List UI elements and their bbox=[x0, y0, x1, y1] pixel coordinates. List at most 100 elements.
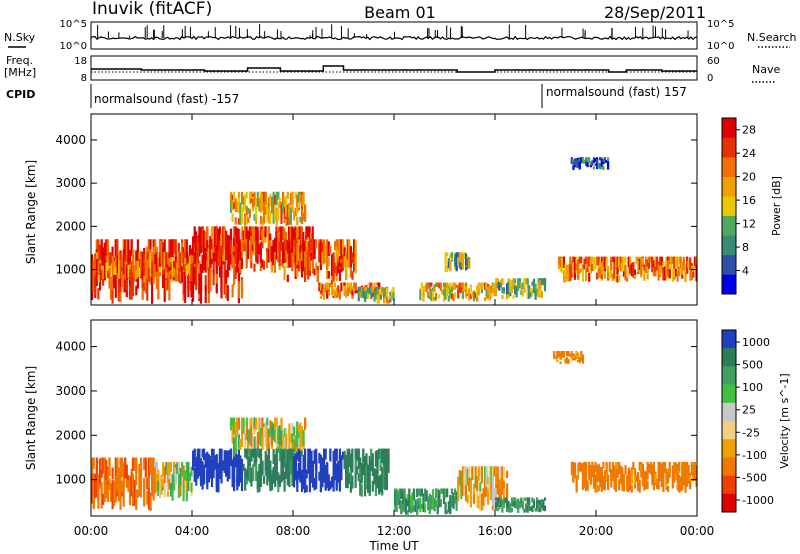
data-cell bbox=[581, 157, 584, 161]
data-cell bbox=[215, 461, 218, 486]
data-cell bbox=[476, 483, 479, 508]
data-cell bbox=[263, 191, 266, 211]
data-cell bbox=[289, 459, 292, 475]
data-cell bbox=[359, 467, 362, 481]
colorbar-tick-label: 16 bbox=[742, 194, 756, 207]
data-cell bbox=[272, 466, 275, 484]
data-cell bbox=[286, 274, 289, 282]
data-cell bbox=[602, 475, 605, 490]
data-cell bbox=[405, 501, 408, 515]
date-title: 28/Sep/2011 bbox=[604, 3, 706, 22]
data-cell bbox=[689, 257, 692, 271]
data-cell bbox=[127, 480, 130, 492]
data-cell bbox=[374, 469, 377, 486]
data-cell bbox=[392, 286, 395, 296]
data-cell bbox=[351, 290, 354, 296]
data-cell bbox=[575, 260, 578, 271]
data-cell bbox=[487, 476, 490, 484]
colorbar-swatch bbox=[722, 137, 736, 158]
data-cell bbox=[177, 256, 180, 269]
data-cell bbox=[225, 270, 228, 297]
data-cell bbox=[435, 493, 438, 498]
data-cell bbox=[154, 254, 157, 270]
data-cell bbox=[326, 282, 329, 290]
data-cell bbox=[693, 256, 696, 266]
data-blob bbox=[242, 448, 294, 493]
data-blob bbox=[570, 157, 610, 171]
data-cell bbox=[444, 282, 447, 288]
data-cell bbox=[237, 434, 240, 446]
data-cell bbox=[424, 285, 427, 292]
data-cell bbox=[294, 191, 297, 200]
data-cell bbox=[242, 196, 245, 205]
sky-panel: N.Sky 10^5 10^0 10^5 10^0 N.Search bbox=[4, 19, 797, 52]
data-cell bbox=[218, 240, 221, 267]
data-cell bbox=[476, 476, 479, 492]
data-cell bbox=[619, 262, 622, 272]
x-tick: 00:00 bbox=[680, 114, 714, 538]
data-cell bbox=[315, 262, 318, 275]
data-cell bbox=[529, 506, 532, 511]
data-cell bbox=[304, 417, 307, 427]
data-cell bbox=[412, 488, 416, 500]
data-cell bbox=[308, 474, 311, 493]
data-cell bbox=[293, 439, 296, 455]
data-cell bbox=[534, 288, 537, 300]
data-cell bbox=[569, 256, 572, 270]
data-cell bbox=[525, 497, 528, 501]
data-cell bbox=[266, 202, 269, 222]
data-cell bbox=[376, 289, 379, 294]
data-cell bbox=[373, 286, 376, 291]
y-tick-label: 3000 bbox=[55, 176, 86, 190]
data-cell bbox=[296, 216, 299, 226]
data-cell bbox=[537, 283, 540, 298]
data-cell bbox=[532, 503, 536, 508]
data-cell bbox=[168, 472, 171, 490]
data-cell bbox=[304, 251, 307, 268]
data-cell bbox=[311, 239, 315, 259]
data-cell bbox=[256, 438, 259, 447]
data-cell bbox=[504, 497, 507, 504]
data-cell bbox=[433, 288, 436, 293]
nave-right-label: Nave bbox=[752, 63, 780, 76]
y-tick-label: 2000 bbox=[55, 428, 86, 442]
data-cell bbox=[225, 283, 228, 299]
data-cell bbox=[220, 233, 223, 246]
data-cell bbox=[351, 252, 354, 264]
data-cell bbox=[278, 448, 281, 462]
data-cell bbox=[311, 464, 315, 478]
data-cell bbox=[561, 351, 564, 356]
data-cell bbox=[277, 202, 280, 221]
data-cell bbox=[300, 226, 303, 244]
data-cell bbox=[256, 230, 259, 241]
data-cell bbox=[438, 294, 441, 299]
data-cell bbox=[575, 256, 578, 264]
data-cell bbox=[539, 499, 542, 509]
data-cell bbox=[231, 199, 234, 211]
data-cell bbox=[269, 460, 272, 488]
data-cell bbox=[465, 475, 468, 502]
data-cell bbox=[529, 292, 532, 297]
data-cell bbox=[381, 466, 384, 481]
data-cell bbox=[564, 276, 567, 282]
data-cell bbox=[476, 297, 479, 302]
data-cell bbox=[580, 256, 583, 264]
data-cell bbox=[138, 257, 141, 268]
data-cell bbox=[520, 290, 523, 296]
data-cell bbox=[315, 464, 318, 490]
data-cell bbox=[384, 459, 387, 491]
data-cell bbox=[250, 467, 253, 487]
data-cell bbox=[264, 191, 267, 205]
data-cell bbox=[618, 275, 621, 283]
data-cell bbox=[193, 448, 196, 465]
data-cell bbox=[274, 461, 277, 475]
sky-left-tick-top: 10^5 bbox=[60, 19, 87, 30]
data-cell bbox=[119, 457, 122, 472]
data-cell bbox=[446, 282, 449, 289]
data-cell bbox=[274, 204, 277, 221]
data-cell bbox=[622, 474, 625, 492]
data-cell bbox=[214, 239, 217, 262]
data-cell bbox=[419, 497, 422, 513]
data-cell bbox=[324, 464, 327, 479]
colorbar-tick-label: 8 bbox=[742, 241, 749, 254]
